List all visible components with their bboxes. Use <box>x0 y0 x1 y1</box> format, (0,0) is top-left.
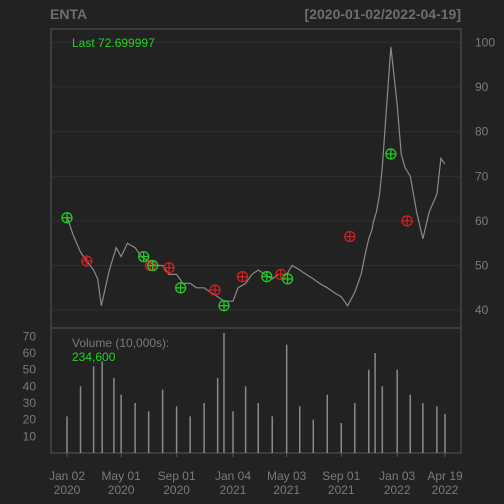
date-range: [2020-01-02/2022-04-19] <box>305 6 461 22</box>
volume-tick-label: 10 <box>23 429 37 443</box>
up-signal <box>261 271 273 283</box>
x-tick-label: Jan 04 <box>215 469 251 483</box>
price-grid <box>51 41 461 311</box>
x-tick-year: 2021 <box>220 483 247 497</box>
price-tick-label: 50 <box>475 259 489 273</box>
down-signal <box>209 284 221 296</box>
down-signal <box>344 230 356 243</box>
x-tick-label: May 03 <box>267 469 307 483</box>
x-tick-year: 2022 <box>384 483 411 497</box>
price-tick-label: 100 <box>475 35 495 49</box>
price-line <box>66 46 446 307</box>
volume-bars <box>66 333 446 453</box>
volume-tick-label: 30 <box>23 396 37 410</box>
x-tick-label: Sep 01 <box>158 469 196 483</box>
price-tick-label: 60 <box>475 214 489 228</box>
up-signal <box>385 148 397 160</box>
volume-tick-label: 40 <box>23 379 37 393</box>
x-tick-year: 2020 <box>54 483 81 497</box>
price-tick-label: 70 <box>475 169 489 183</box>
x-tick-year: 2022 <box>432 483 459 497</box>
volume-tick-label: 20 <box>23 413 37 427</box>
price-tick-label: 40 <box>475 303 489 317</box>
price-tick-label: 90 <box>475 80 489 94</box>
up-signal <box>218 300 230 312</box>
price-tick-label: 80 <box>475 125 489 139</box>
volume-tick-label: 70 <box>23 329 37 343</box>
volume-last-value: 234,600 <box>72 350 116 364</box>
volume-tick-label: 60 <box>23 346 37 360</box>
volume-title: Volume (10,000s): <box>72 336 169 350</box>
chart-title: ENTA <box>50 6 87 22</box>
x-tick-year: 2020 <box>108 483 135 497</box>
volume-tick-label: 50 <box>23 363 37 377</box>
signals <box>61 148 413 312</box>
up-signal <box>281 273 294 285</box>
x-tick-label: Sep 01 <box>322 469 360 483</box>
down-signal <box>401 215 413 227</box>
last-price-label: Last 72.699997 <box>72 36 155 50</box>
down-signal <box>81 255 93 267</box>
x-tick-label: Jan 02 <box>49 469 85 483</box>
up-signal <box>175 282 187 294</box>
price-y-axis: 40 50 60 70 80 90 100 <box>475 35 495 317</box>
up-signal <box>147 259 159 272</box>
x-tick-year: 2021 <box>273 483 300 497</box>
x-tick-label: Jan 03 <box>379 469 415 483</box>
x-tick-year: 2020 <box>163 483 190 497</box>
volume-panel-frame <box>50 327 462 454</box>
volume-y-axis: 10 20 30 40 50 60 70 <box>23 329 37 443</box>
down-signal <box>163 262 175 274</box>
x-tick-year: 2021 <box>328 483 355 497</box>
down-signal <box>236 271 249 283</box>
x-tick-label: Apr 19 <box>427 469 463 483</box>
x-tick-label: May 01 <box>101 469 141 483</box>
up-signal <box>138 250 150 263</box>
up-signal <box>61 212 73 224</box>
